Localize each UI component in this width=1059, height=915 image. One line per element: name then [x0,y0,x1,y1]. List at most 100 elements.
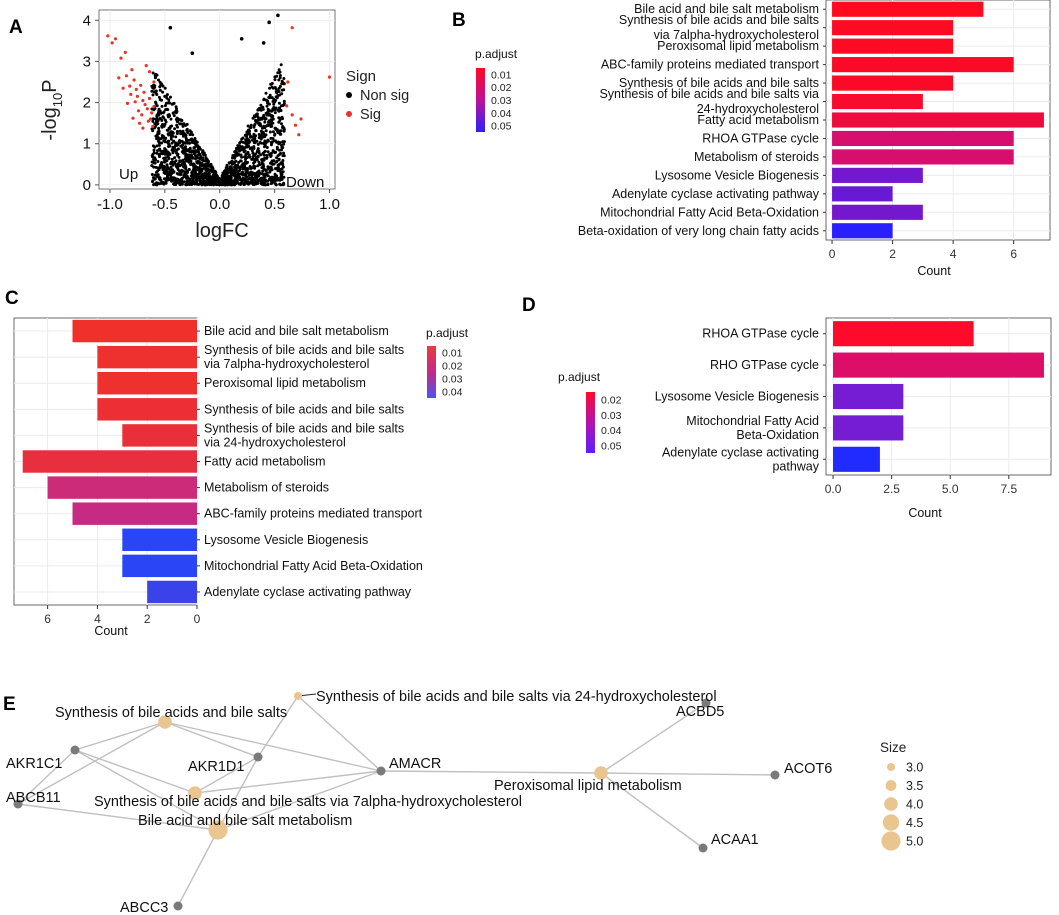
volcano-point-nonsig [170,157,174,161]
legend-tick-label: 0.05 [601,440,622,452]
category-label-line: Peroxisomal lipid metabolism [657,39,819,53]
bar-d-3 [833,415,904,441]
volcano-point-nonsig [176,168,180,172]
bar-chart-d-colorbar [586,392,595,453]
bar-c-4 [122,424,197,447]
network-node-label: AKR1C1 [6,756,62,772]
network-node-label: ACOT6 [784,761,832,777]
volcano-point-nonsig [160,98,164,102]
volcano-point-nonsig [176,178,180,181]
volcano-point-nonsig [174,141,178,145]
volcano-point-nonsig [169,135,173,139]
volcano-point-nonsig [164,179,168,183]
volcano-point-nonsig [173,144,177,148]
volcano-point-nonsig [244,180,248,184]
category-label-line: Synthesis of bile acids and bile salts v… [599,87,819,101]
bar-b-11 [832,204,923,220]
bar-chart-d-x-axis-title: Count [908,506,942,520]
volcano-point-nonsig [252,135,256,138]
volcano-point-nonsig [272,162,276,166]
volcano-point-nonsig [178,159,182,163]
volcano-point-nonsig [155,93,159,96]
bar-chart-b-x-axis-title: Count [917,264,951,278]
volcano-y-tick-label: 3 [83,53,91,70]
volcano-point-nonsig [280,82,284,86]
category-label-d: Lysosome Vesicle Biogenesis [655,390,819,404]
volcano-point-sig [151,124,155,129]
volcano-point-nonsig [277,142,281,146]
volcano-point-nonsig [197,182,201,186]
volcano-point-nonsig [196,161,200,165]
volcano-point-nonsig [159,152,163,156]
category-label-c: ABC-family proteins mediated transport [204,507,423,521]
network-node-label: ABCB11 [6,790,61,806]
volcano-point-nonsig [161,135,165,139]
network-node-gene [253,752,263,762]
network-node-gene [70,745,80,755]
volcano-point-nonsig [163,104,167,108]
volcano-point-nonsig [278,76,282,80]
volcano-point-nonsig [250,147,253,151]
volcano-point-sig [144,64,148,68]
volcano-point-nonsig [270,176,274,180]
volcano-plot: -1.0 -0.5 0.0 0.5 1.0 0 1 2 3 4 Up Down logFC -l… [39,9,409,242]
volcano-point-nonsig [281,159,285,162]
volcano-point-nonsig [264,98,268,102]
volcano-x-tick-label: 1.0 [319,196,340,213]
volcano-point-nonsig [168,153,172,156]
volcano-point-nonsig [150,173,154,176]
volcano-point-nonsig [157,126,161,130]
bar-c-7 [72,502,197,525]
volcano-point-nonsig [235,152,239,156]
volcano-point-sig [141,98,145,103]
category-label-line: Mitochondrial Fatty Acid [686,414,819,428]
volcano-point-nonsig [267,20,271,25]
volcano-point-nonsig [259,103,263,107]
volcano-point-nonsig [233,183,236,187]
volcano-point-nonsig [150,164,154,168]
volcano-x-tick-label: -1.0 [97,196,123,213]
network-edge [17,749,76,805]
volcano-point-nonsig [170,141,174,145]
volcano-point-nonsig [151,71,155,75]
volcano-point-nonsig [276,71,280,75]
volcano-point-nonsig [189,138,193,142]
volcano-point-nonsig [200,183,204,187]
volcano-point-nonsig [179,144,183,148]
volcano-point-nonsig [269,161,272,165]
volcano-point-nonsig [268,170,272,174]
x-tick-label-d: 0.0 [825,482,842,496]
volcano-point-nonsig [282,82,286,86]
volcano-point-nonsig [166,173,169,177]
volcano-point-nonsig [159,137,163,141]
bar-d-0 [833,321,974,347]
volcano-point-sig [128,84,132,88]
volcano-point-nonsig [263,145,266,149]
volcano-point-nonsig [257,160,261,164]
category-label-line: 24-hydroxycholesterol [697,102,819,116]
volcano-point-sig [286,80,290,84]
volcano-point-nonsig [155,144,159,148]
category-label-line: Bile acid and bile salt metabolism [634,2,819,16]
volcano-point-nonsig [278,148,281,152]
volcano-point-nonsig [200,167,204,171]
volcano-point-nonsig [165,107,169,111]
bar-d-1 [833,352,1044,378]
volcano-point-nonsig [266,183,270,186]
volcano-point-sig [290,113,294,117]
volcano-point-nonsig [269,143,273,147]
network-node-gene [698,843,708,853]
volcano-point-nonsig [265,146,269,149]
volcano-point-nonsig [151,179,155,183]
network-size-legend: Size 3.0 3.5 4.0 4.5 5.0 [880,740,923,851]
volcano-point-nonsig [233,168,237,172]
volcano-point-nonsig [175,107,178,111]
volcano-point-nonsig [202,180,206,184]
volcano-point-nonsig [258,123,262,127]
volcano-point-nonsig [184,174,188,178]
volcano-point-nonsig [216,176,220,180]
volcano-point-nonsig [167,157,171,160]
volcano-point-nonsig [193,137,197,140]
category-label-line: RHO GTPase cycle [710,358,819,372]
